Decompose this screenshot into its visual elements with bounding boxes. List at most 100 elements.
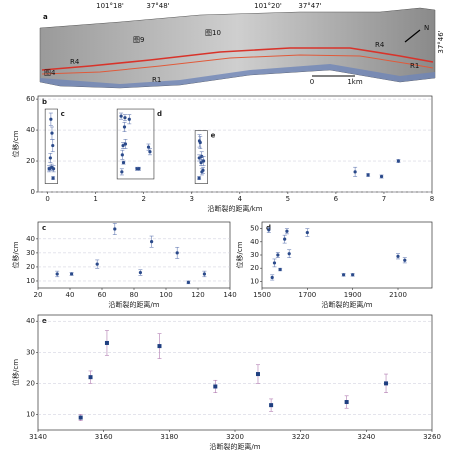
x-tick-label: 3200 xyxy=(226,433,244,441)
point xyxy=(198,140,202,145)
y-tick-label: 30 xyxy=(26,249,35,257)
scale-label: 1km xyxy=(347,78,363,86)
point xyxy=(49,117,53,121)
point xyxy=(213,384,218,389)
x-tick-label: 3260 xyxy=(423,433,441,441)
x-tick-label: 3220 xyxy=(292,433,310,441)
point xyxy=(121,160,126,165)
y-tick-label: 40 xyxy=(26,317,35,325)
plot-frame xyxy=(37,221,231,289)
point xyxy=(197,156,201,160)
map-panel: a 101°18' 37°48' 101°20' 37°47' 37°46' 图… xyxy=(39,2,445,89)
map-label: 图9 xyxy=(133,36,144,44)
x-tick-label: 2100 xyxy=(389,291,407,299)
point xyxy=(78,415,83,420)
x-tick-label: 60 xyxy=(98,291,107,299)
point xyxy=(123,142,128,146)
y-tick-label: 0 xyxy=(31,188,35,196)
x-tick-label: 6 xyxy=(334,195,339,203)
x-tick-label: 7 xyxy=(382,195,386,203)
x-tick-label: 3180 xyxy=(160,433,178,441)
point xyxy=(95,262,99,266)
point xyxy=(278,267,282,272)
point xyxy=(50,131,54,135)
point xyxy=(157,344,162,349)
point xyxy=(366,173,370,177)
y-tick-label: 20 xyxy=(26,263,35,271)
x-tick-label: 80 xyxy=(130,291,139,299)
x-tick-label: 1 xyxy=(93,195,97,203)
point xyxy=(113,227,117,231)
point xyxy=(51,167,56,171)
x-axis-label: 沿断裂的距离/m xyxy=(321,300,372,309)
point xyxy=(272,261,277,265)
group-label: c xyxy=(61,110,65,118)
x-tick-label: 140 xyxy=(223,291,236,299)
y-tick-label: 20 xyxy=(26,157,35,165)
group-box xyxy=(44,108,58,184)
y-tick-label: 10 xyxy=(26,410,35,418)
map-label: 图4 xyxy=(44,69,56,77)
y-tick-label: 50 xyxy=(250,225,259,233)
x-tick-label: 4 xyxy=(238,195,243,203)
x-axis-label: 沿断裂的距离/m xyxy=(209,442,260,451)
point xyxy=(55,272,59,276)
fault-trace xyxy=(41,47,434,71)
coord-label: 101°18' xyxy=(96,2,124,10)
point xyxy=(285,229,289,233)
y-tick-label: 30 xyxy=(250,251,259,259)
y-tick-label: 20 xyxy=(250,264,259,272)
point xyxy=(353,170,357,174)
plot-frame xyxy=(37,95,433,193)
x-tick-label: 120 xyxy=(191,291,204,299)
point xyxy=(199,160,203,165)
point xyxy=(403,258,407,262)
y-tick-label: 60 xyxy=(26,95,35,103)
point xyxy=(344,400,349,405)
y-tick-label: 40 xyxy=(250,238,259,246)
point xyxy=(122,125,127,129)
point xyxy=(396,159,400,163)
y-tick-label: 40 xyxy=(26,126,35,134)
coord-label: 101°20' xyxy=(254,2,282,10)
x-tick-label: 1700 xyxy=(298,291,316,299)
point xyxy=(202,272,206,276)
scale-label: 0 xyxy=(310,78,314,86)
point xyxy=(70,272,74,276)
x-tick-label: 20 xyxy=(34,291,43,299)
point xyxy=(51,176,55,180)
x-tick-label: 1900 xyxy=(344,291,362,299)
x-tick-label: 3140 xyxy=(29,433,47,441)
point xyxy=(283,237,287,241)
x-tick-label: 3160 xyxy=(95,433,113,441)
map-label: R4 xyxy=(70,58,80,66)
y-axis-label: 位移/cm xyxy=(11,130,20,157)
point xyxy=(148,150,152,154)
point xyxy=(186,280,190,284)
point xyxy=(287,252,291,256)
point xyxy=(127,117,131,121)
x-tick-label: 1500 xyxy=(253,291,271,299)
y-tick-label: 10 xyxy=(250,277,259,285)
x-tick-label: 8 xyxy=(430,195,434,203)
x-tick-label: 3 xyxy=(190,195,194,203)
point xyxy=(137,167,141,171)
point xyxy=(88,375,93,380)
point xyxy=(351,273,355,277)
x-tick-label: 40 xyxy=(66,291,75,299)
north-arrow xyxy=(404,29,421,43)
point xyxy=(121,143,125,148)
point xyxy=(269,403,274,408)
y-axis-label: 位移/cm xyxy=(235,241,244,268)
map-label: R1 xyxy=(410,62,419,70)
point xyxy=(48,156,52,160)
point xyxy=(270,275,274,280)
north-label: N xyxy=(424,24,429,32)
y-axis-label: 位移/cm xyxy=(11,241,20,268)
group-box xyxy=(116,108,155,180)
point xyxy=(119,114,123,118)
map-label: R4 xyxy=(375,41,385,49)
point xyxy=(305,230,309,235)
point xyxy=(342,273,346,277)
